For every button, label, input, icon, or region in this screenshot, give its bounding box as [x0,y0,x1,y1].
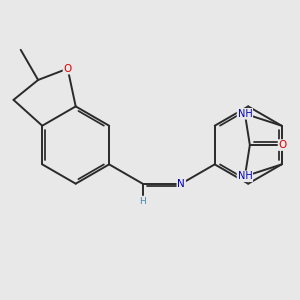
Text: NH: NH [238,109,252,119]
Text: O: O [64,64,72,74]
Text: H: H [139,196,146,206]
Text: N: N [177,179,185,189]
Text: NH: NH [238,171,252,181]
Text: O: O [279,140,287,150]
